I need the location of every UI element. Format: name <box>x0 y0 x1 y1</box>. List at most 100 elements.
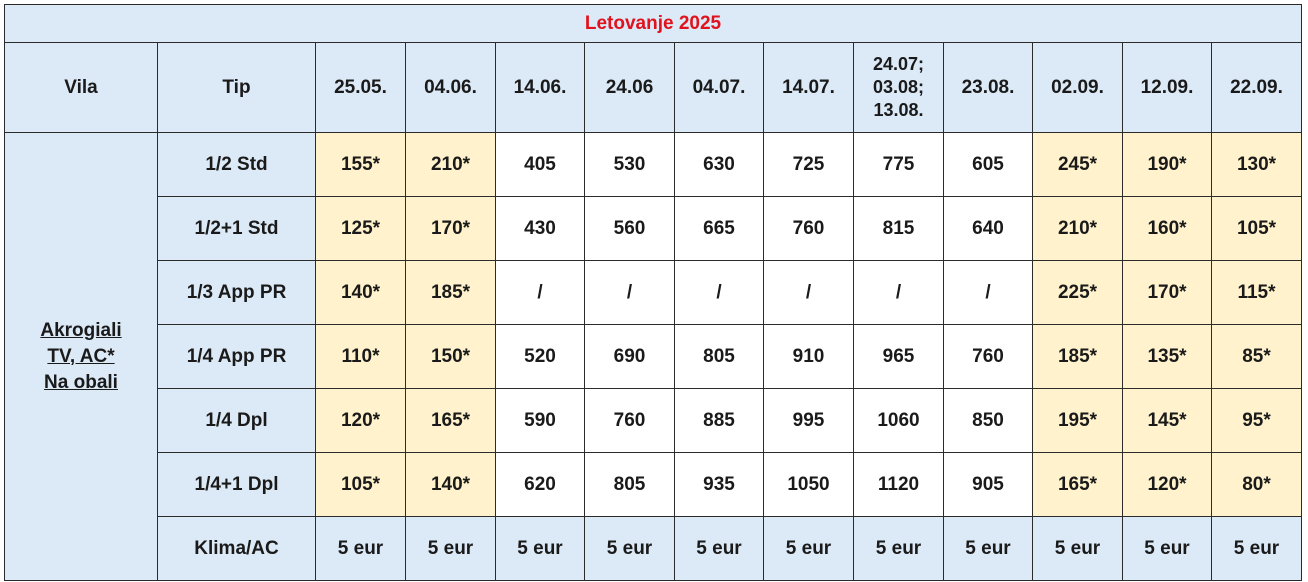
table-title: Letovanje 2025 <box>4 4 1302 43</box>
price-cell: 150* <box>405 324 496 389</box>
klima-price: 5 eur <box>853 516 944 581</box>
table-row: 1/4+1 Dpl 105* 140* 620 805 935 1050 1120 905 165… <box>5 452 1302 517</box>
price-cell: 210* <box>405 132 496 197</box>
header-date: 24.07; 03.08; 13.08. <box>853 42 944 133</box>
table-row: Akrogiali TV, AC* Na obali 1/2 Std 155* 210* 4… <box>4 132 1302 581</box>
header-date: 14.07. <box>763 42 854 133</box>
price-cell: 210* <box>1032 196 1123 261</box>
header-date: 02.09. <box>1032 42 1123 133</box>
klima-price: 5 eur <box>1122 516 1212 581</box>
table-row: 1/3 App PR 140* 185* / / / / //225* 170* 115* <box>5 260 1302 325</box>
price-cell: 665 <box>674 196 764 261</box>
klima-price: 5 eur <box>405 516 496 581</box>
klima-price: 5 eur <box>584 516 675 581</box>
price-cell: 850 <box>943 388 1033 453</box>
price-cell: 170* <box>1122 260 1212 325</box>
price-cell: 965 <box>853 324 944 389</box>
table-row: 1/4 App PR 110* 150* 520 690 805 910 965 760 185*… <box>5 324 1302 389</box>
price-cell: 995 <box>763 388 854 453</box>
room-type: 1/4+1 Dpl <box>157 452 316 517</box>
vila-line: Na obali <box>44 371 118 393</box>
price-cell: 110* <box>315 324 406 389</box>
price-cell: 165* <box>1032 452 1123 517</box>
header-row: Vila Tip 25.05. 04.06. 14.06. 24.06 04.07. 14.0… <box>4 42 1302 133</box>
price-cell: 85* <box>1211 324 1302 389</box>
price-cell: 910 <box>763 324 854 389</box>
price-cell: 760 <box>943 324 1033 389</box>
price-cell: 405 <box>495 132 585 197</box>
header-date-line: 03.08; <box>872 77 925 97</box>
vila-cell: Akrogiali TV, AC* Na obali <box>4 132 158 581</box>
price-cell: 630 <box>674 132 764 197</box>
price-cell: 195* <box>1032 388 1123 453</box>
price-cell: 95* <box>1211 388 1302 453</box>
price-cell: / <box>763 260 854 325</box>
header-date: 04.07. <box>674 42 764 133</box>
price-cell: 125* <box>315 196 406 261</box>
vila-line: Akrogiali <box>40 319 122 341</box>
price-cell: 620 <box>495 452 585 517</box>
table-row: 1/4 Dpl 120* 165* 590 760 885 995 1060 850 195* 14… <box>5 388 1302 453</box>
price-cell: 905 <box>943 452 1033 517</box>
price-cell: 160* <box>1122 196 1212 261</box>
header-date: 12.09. <box>1122 42 1212 133</box>
header-date: 22.09. <box>1211 42 1302 133</box>
price-cell: 935 <box>674 452 764 517</box>
price-cell: 640 <box>943 196 1033 261</box>
header-tip: Tip <box>157 42 316 133</box>
header-date: 24.06 <box>584 42 675 133</box>
price-cell: 760 <box>584 388 675 453</box>
header-date-line: 13.08. <box>873 100 924 120</box>
room-type: 1/4 App PR <box>157 324 316 389</box>
price-cell: / <box>853 260 944 325</box>
price-cell: 1120 <box>853 452 944 517</box>
klima-price: 5 eur <box>1032 516 1123 581</box>
price-cell: 1060 <box>853 388 944 453</box>
price-cell: 725 <box>763 132 854 197</box>
header-date: 04.06. <box>405 42 496 133</box>
price-cell: 140* <box>315 260 406 325</box>
price-cell: 245* <box>1032 132 1123 197</box>
klima-row: Klima/AC 5 eur 5 eur 5 eur 5 eur 5 eur 5 eur 5 … <box>5 516 1302 581</box>
price-cell: / <box>584 260 675 325</box>
price-cell: 135* <box>1122 324 1212 389</box>
klima-price: 5 eur <box>943 516 1033 581</box>
price-cell: 105* <box>315 452 406 517</box>
price-cell: 605 <box>943 132 1033 197</box>
klima-label: Klima/AC <box>157 516 316 581</box>
price-cell: 760 <box>763 196 854 261</box>
price-cell: 885 <box>674 388 764 453</box>
price-table: Letovanje 2025 Vila Tip 25.05. 04.06. 14.06.… <box>4 4 1302 581</box>
header-date: 14.06. <box>495 42 585 133</box>
vila-line: TV, AC* <box>47 345 115 367</box>
price-cell: 140* <box>405 452 496 517</box>
room-type: 1/2+1 Std <box>157 196 316 261</box>
price-cell: 130* <box>1211 132 1302 197</box>
price-cell: 560 <box>584 196 675 261</box>
price-cell: 105* <box>1211 196 1302 261</box>
price-cell: 690 <box>584 324 675 389</box>
header-date: 23.08. <box>943 42 1033 133</box>
price-cell: 155* <box>315 132 406 197</box>
price-cell: 805 <box>584 452 675 517</box>
klima-price: 5 eur <box>315 516 406 581</box>
price-cell: 115* <box>1211 260 1302 325</box>
table-row: 1/2+1 Std 125* 170* 430 560 665 760 815 640 210* 1… <box>5 196 1302 261</box>
price-cell: 165* <box>405 388 496 453</box>
price-cell: 520 <box>495 324 585 389</box>
header-date-line: 24.07; <box>872 54 925 74</box>
price-cell: 815 <box>853 196 944 261</box>
header-vila: Vila <box>4 42 158 133</box>
price-cell: 145* <box>1122 388 1212 453</box>
price-cell: 120* <box>1122 452 1212 517</box>
price-cell: / <box>674 260 764 325</box>
price-cell: / <box>495 260 585 325</box>
price-cell: 185* <box>1032 324 1123 389</box>
price-cell: 530 <box>584 132 675 197</box>
price-cell: 805 <box>674 324 764 389</box>
price-cell: 185* <box>405 260 496 325</box>
klima-price: 5 eur <box>1211 516 1302 581</box>
price-cell: 430 <box>495 196 585 261</box>
room-type: 1/4 Dpl <box>157 388 316 453</box>
klima-price: 5 eur <box>674 516 764 581</box>
